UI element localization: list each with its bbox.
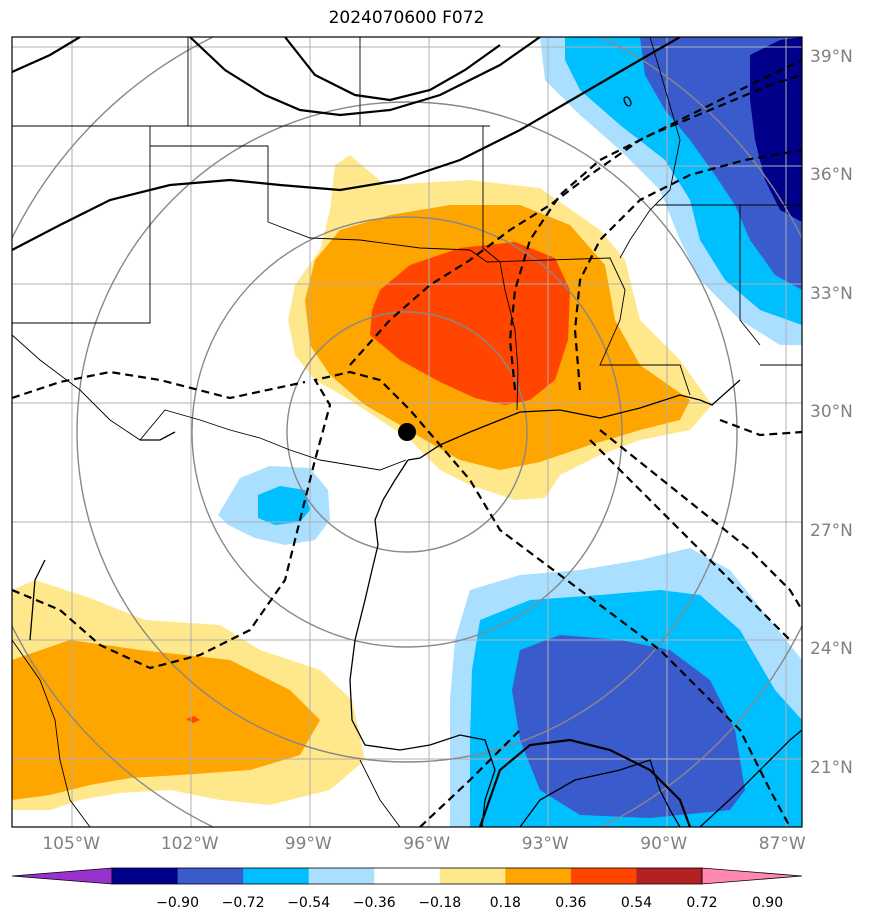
colorbar-segment [308, 868, 375, 884]
colorbar-segment [177, 868, 244, 884]
latitude-label: 33°N [810, 283, 853, 304]
colorbar-extend-high [701, 867, 803, 885]
colorbar-tick-label: 0.36 [555, 895, 587, 911]
longitude-label: 87°W [758, 834, 806, 854]
colorbar-tick-label: −0.36 [352, 895, 396, 911]
positive-anomaly-southwest [12, 580, 365, 810]
latitude-label: 39°N [810, 46, 853, 67]
colorbar-tick-label: 0.90 [751, 895, 784, 911]
political-borders [12, 37, 802, 827]
longitude-label: 99°W [284, 834, 332, 854]
colorbar-tick-label: 0.72 [686, 895, 718, 911]
solid-contours [12, 37, 692, 827]
positive-anomaly-central [288, 155, 712, 500]
longitude-label: 105°W [42, 834, 101, 854]
colorbar-segment [636, 868, 703, 884]
colorbar-tick-label: −0.54 [287, 895, 331, 911]
dashed-contours [12, 59, 802, 827]
negative-anomaly-gulf [450, 548, 802, 827]
colorbar-segment [112, 868, 179, 884]
graticule [12, 37, 802, 827]
negative-anomaly-mexico [218, 466, 330, 545]
colorbar-frame [111, 867, 703, 885]
map-frame [11, 36, 803, 828]
colorbar-tick-label: 0.18 [489, 895, 521, 911]
latitude-label: 36°N [810, 165, 853, 186]
figure-title: 2024070600 F072 [328, 8, 485, 28]
colorbar-segment [374, 868, 441, 884]
colorbar-tick-label: −0.18 [418, 895, 462, 911]
colorbar-segment [505, 868, 572, 884]
center-point-marker [398, 423, 416, 441]
range-rings [12, 37, 802, 827]
latitude-label: 27°N [810, 520, 853, 541]
colorbar-segment [439, 868, 506, 884]
longitude-label: 93°W [521, 834, 569, 854]
longitude-label: 96°W [403, 834, 451, 854]
colorbar-segment [570, 868, 637, 884]
negative-anomaly-northeast [540, 37, 802, 345]
colorbar-segment [243, 868, 310, 884]
longitude-label: 90°W [640, 834, 688, 854]
latitude-label: 24°N [810, 639, 853, 660]
colorbar-extend-low [11, 867, 113, 885]
longitude-label: 102°W [160, 834, 219, 854]
colorbar-tick-label: −0.90 [156, 895, 199, 911]
latitude-label: 21°N [810, 757, 853, 778]
colorbar-tick-label: 0.54 [620, 895, 653, 911]
colorbar-tick-label: −0.72 [221, 895, 265, 911]
latitude-label: 30°N [810, 402, 853, 423]
colorbar [11, 867, 803, 885]
